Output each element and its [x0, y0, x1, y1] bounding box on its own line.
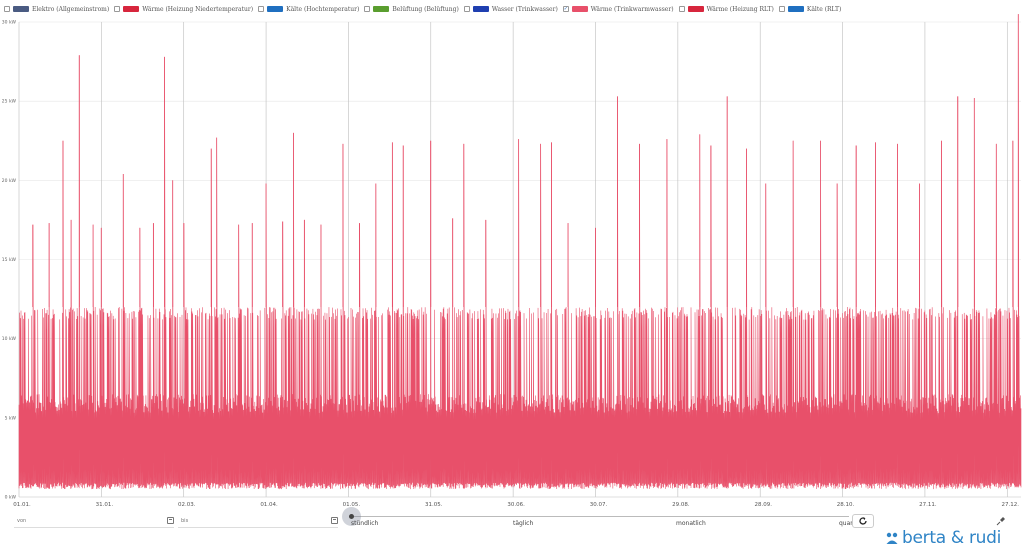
- slider-handle[interactable]: [349, 514, 354, 519]
- legend-swatch: [571, 6, 588, 12]
- checkbox-icon[interactable]: [114, 6, 121, 12]
- y-tick-label: 0 kW: [5, 495, 17, 501]
- checkbox-icon[interactable]: [258, 6, 265, 12]
- reset-zoom-button[interactable]: [852, 514, 874, 528]
- y-axis-ticks: 0 kW 5 kW 10 kW 15 kW 20 kW 25 kW 30 kW: [2, 20, 17, 501]
- legend-swatch: [373, 6, 390, 12]
- x-tick-label: 28.09.: [754, 502, 772, 508]
- legend-item-5[interactable]: ✓ Wärme (Trinkwarmwasser): [562, 5, 674, 13]
- checkbox-checked-icon[interactable]: ✓: [562, 5, 569, 12]
- energy-chart: 0 kW 5 kW 10 kW 15 kW 20 kW 25 kW 30 kW 01.01.…: [2, 14, 1022, 508]
- slider-label-quarterly[interactable]: quartal: [839, 520, 861, 527]
- logo-text: berta & rudi: [902, 528, 1002, 548]
- checkbox-icon[interactable]: [463, 6, 470, 12]
- x-tick-label: 02.03.: [178, 502, 196, 508]
- slider-label-monthly[interactable]: monatlich: [676, 520, 706, 527]
- slider-track[interactable]: [351, 516, 849, 517]
- legend-label: Wärme (Heizung RLT): [706, 5, 774, 13]
- legend-swatch: [472, 6, 489, 12]
- legend-label: Kälte (RLT): [806, 5, 842, 13]
- x-tick-label: 30.06.: [507, 502, 525, 508]
- legend-label: Wasser (Trinkwasser): [491, 5, 558, 13]
- chart-legend: Elektro (Allgemeinstrom) Wärme (Heizung N…: [4, 3, 1020, 15]
- legend-item-4[interactable]: Wasser (Trinkwasser): [463, 5, 558, 13]
- legend-label: Kälte (Hochtemperatur): [286, 5, 360, 13]
- reset-icon: [859, 517, 867, 525]
- y-tick-label: 30 kW: [2, 20, 17, 26]
- y-tick-label: 10 kW: [2, 336, 17, 342]
- legend-item-2[interactable]: Kälte (Hochtemperatur): [258, 6, 359, 13]
- date-to-input[interactable]: [178, 515, 318, 527]
- y-tick-label: 25 kW: [2, 99, 17, 105]
- legend-swatch: [13, 6, 29, 12]
- x-tick-label: 01.01.: [13, 502, 31, 508]
- calendar-icon[interactable]: [331, 517, 338, 524]
- x-tick-label: 31.01.: [96, 502, 114, 508]
- logo-mark-icon: [886, 532, 898, 544]
- legend-item-3[interactable]: Belüftung (Belüftung): [364, 5, 459, 13]
- slider-label-hourly[interactable]: stündlich: [351, 520, 379, 527]
- date-from-field[interactable]: [14, 515, 174, 528]
- x-tick-label: 01.05.: [343, 502, 361, 508]
- legend-swatch: [787, 6, 804, 12]
- legend-label: Belüftung (Belüftung): [392, 5, 459, 13]
- legend-swatch: [687, 6, 704, 12]
- legend-item-0[interactable]: Elektro (Allgemeinstrom): [4, 6, 109, 13]
- date-to-field[interactable]: [178, 515, 338, 528]
- x-tick-label: 28.10.: [837, 502, 855, 508]
- legend-swatch: [123, 6, 140, 12]
- legend-item-6[interactable]: Wärme (Heizung RLT): [678, 5, 774, 13]
- resolution-slider[interactable]: stündlich täglich monatlich quartal: [342, 507, 860, 532]
- series-line-trinkwarmwasser: [18, 14, 1022, 490]
- y-tick-label: 15 kW: [2, 257, 17, 263]
- berta-rudi-logo: berta & rudi: [885, 528, 1001, 548]
- calendar-icon[interactable]: [167, 517, 174, 524]
- legend-item-1[interactable]: Wärme (Heizung Niedertemperatur): [114, 6, 253, 13]
- checkbox-icon[interactable]: [4, 6, 10, 12]
- pin-icon[interactable]: [996, 516, 1006, 526]
- checkbox-icon[interactable]: [678, 6, 685, 12]
- legend-label: Wärme (Trinkwarmwasser): [590, 5, 674, 13]
- legend-label: Elektro (Allgemeinstrom): [32, 5, 110, 13]
- x-axis-ticks: 01.01. 31.01. 02.03. 01.04. 01.05. 31.05. 30.0…: [13, 502, 1019, 508]
- checkbox-icon[interactable]: [364, 6, 371, 12]
- x-tick-label: 27.11.: [919, 502, 937, 508]
- slider-label-daily[interactable]: täglich: [513, 520, 534, 527]
- checkbox-icon[interactable]: [778, 6, 785, 12]
- x-tick-label: 27.12.: [1002, 502, 1020, 508]
- y-tick-label: 5 kW: [5, 415, 17, 421]
- spike-marks: [32, 14, 1019, 307]
- legend-swatch: [267, 6, 284, 12]
- x-tick-label: 29.08.: [672, 502, 690, 508]
- y-tick-label: 20 kW: [2, 178, 17, 184]
- x-tick-label: 31.05.: [425, 502, 443, 508]
- x-tick-label: 30.07.: [590, 502, 608, 508]
- date-from-input[interactable]: [14, 515, 154, 527]
- legend-item-7[interactable]: Kälte (RLT): [778, 5, 842, 13]
- legend-label: Wärme (Heizung Niedertemperatur): [142, 5, 254, 13]
- x-tick-label: 01.04.: [260, 502, 278, 508]
